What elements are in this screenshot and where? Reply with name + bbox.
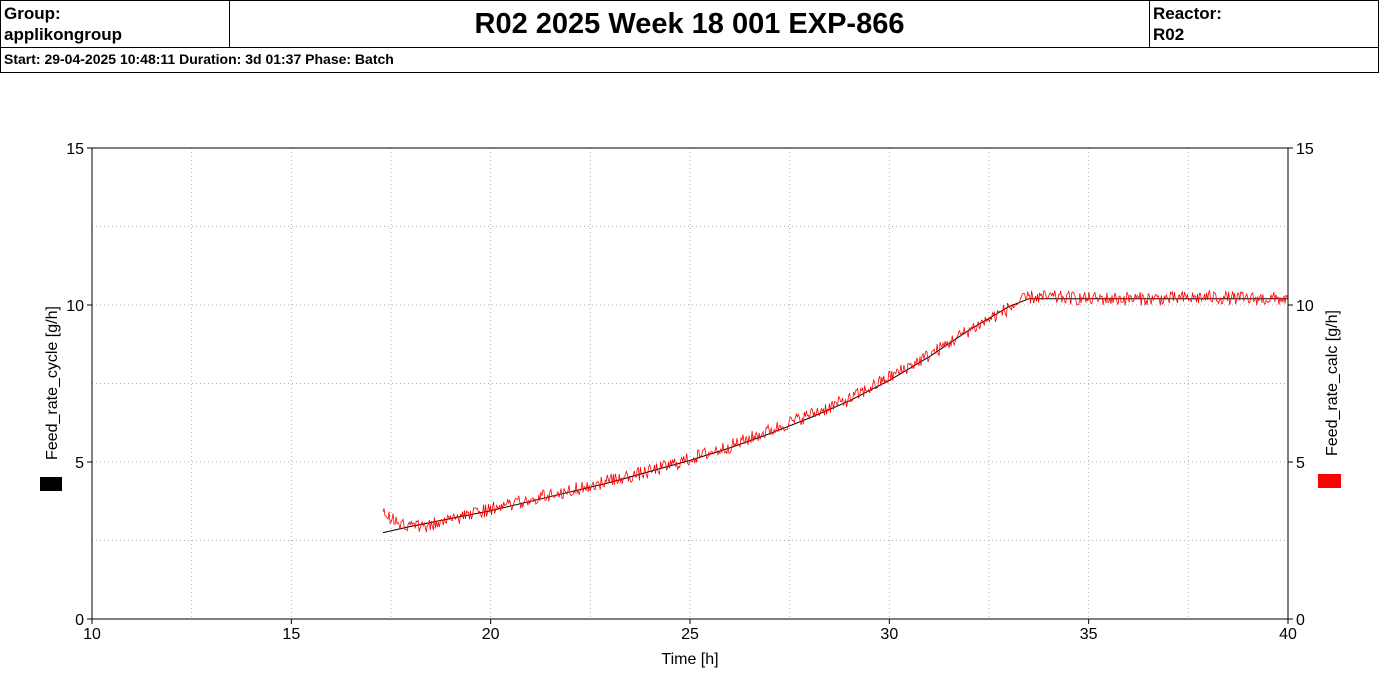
reactor-value: R02 — [1153, 25, 1185, 44]
page-title: R02 2025 Week 18 001 EXP-866 — [230, 1, 1150, 47]
series-line-red — [382, 290, 1289, 533]
group-value: applikongroup — [4, 25, 123, 44]
x-tick-label: 35 — [1080, 626, 1098, 643]
y-tick-label-right: 5 — [1296, 455, 1305, 472]
run-info: Start: 29-04-2025 10:48:11 Duration: 3d … — [1, 47, 1378, 73]
grid — [92, 148, 1288, 619]
report-header: Group: applikongroup R02 2025 Week 18 00… — [0, 0, 1379, 73]
x-axis-label: Time [h] — [661, 651, 718, 668]
group-cell: Group: applikongroup — [1, 1, 230, 47]
reactor-label: Reactor: — [1153, 4, 1222, 23]
x-tick-label: 10 — [83, 626, 101, 643]
x-tick-label: 15 — [282, 626, 300, 643]
x-tick-label: 40 — [1279, 626, 1297, 643]
y-tick-label-left: 15 — [66, 141, 84, 158]
y-tick-label-right: 15 — [1296, 141, 1314, 158]
x-tick-label: 30 — [880, 626, 898, 643]
y-axis-label-left: Feed_rate_cycle [g/h] — [44, 306, 61, 460]
y-tick-label-left: 10 — [66, 298, 84, 315]
reactor-cell: Reactor: R02 — [1150, 1, 1379, 47]
x-tick-label: 20 — [482, 626, 500, 643]
y-tick-label-left: 0 — [75, 612, 84, 629]
y-tick-label-right: 10 — [1296, 298, 1314, 315]
legend-marker-black — [40, 477, 62, 491]
y-axis-label-right: Feed_rate_calc [g/h] — [1324, 310, 1341, 456]
x-tick-label: 25 — [681, 626, 699, 643]
legend-marker-red — [1318, 474, 1341, 488]
y-tick-label-left: 5 — [75, 455, 84, 472]
group-label: Group: — [4, 4, 61, 23]
y-tick-label-right: 0 — [1296, 612, 1305, 629]
